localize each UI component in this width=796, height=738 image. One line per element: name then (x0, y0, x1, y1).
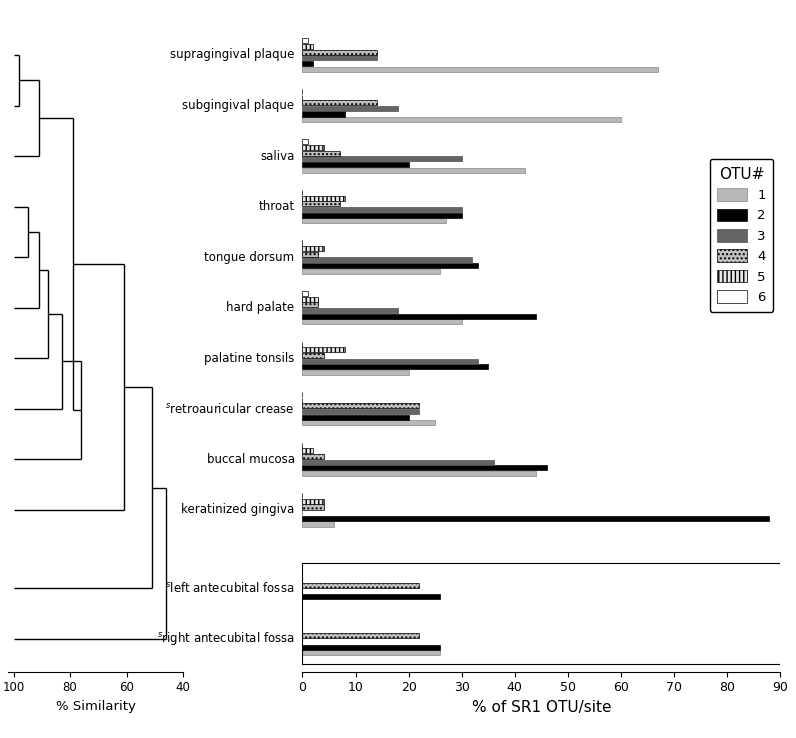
Text: $^s$retroauricular crease: $^s$retroauricular crease (165, 401, 295, 415)
Text: supragingival plaque: supragingival plaque (170, 49, 295, 61)
Bar (302, 409, 419, 414)
Bar (302, 415, 408, 420)
Bar (302, 320, 462, 325)
Bar (302, 347, 345, 352)
Text: $^s$left antecubital fossa: $^s$left antecubital fossa (165, 582, 295, 595)
Bar (302, 471, 536, 476)
Bar (302, 460, 494, 465)
Bar (302, 404, 419, 408)
Text: palatine tonsils: palatine tonsils (204, 352, 295, 365)
Bar (302, 55, 377, 61)
Bar (302, 303, 318, 308)
Bar (302, 465, 547, 470)
Bar (302, 162, 408, 167)
Bar (302, 297, 318, 302)
Bar (302, 252, 318, 257)
Bar (302, 61, 313, 66)
Bar (302, 196, 345, 201)
Bar (302, 207, 462, 212)
Text: subgingival plaque: subgingival plaque (182, 99, 295, 112)
Bar (302, 246, 324, 251)
Bar (302, 201, 340, 207)
Bar (302, 499, 324, 504)
Bar (302, 370, 408, 375)
Bar (302, 263, 478, 268)
Bar (302, 421, 435, 425)
Bar (302, 269, 440, 274)
Text: hard palate: hard palate (226, 301, 295, 314)
Bar (302, 139, 308, 145)
Bar (302, 448, 313, 453)
Bar (302, 106, 398, 111)
Bar (302, 522, 334, 526)
Bar (302, 516, 770, 521)
Bar (302, 218, 446, 224)
Bar (302, 100, 377, 106)
Bar (302, 66, 658, 72)
Bar (302, 258, 472, 263)
Bar (302, 49, 377, 55)
Bar (302, 454, 324, 459)
Bar (302, 111, 345, 117)
Bar (302, 594, 440, 599)
Bar (302, 44, 313, 49)
Bar (302, 213, 462, 218)
Text: $^s$right antecubital fossa: $^s$right antecubital fossa (157, 630, 295, 647)
Bar (302, 145, 324, 150)
Bar (302, 583, 419, 588)
Bar (302, 364, 488, 369)
Bar (302, 650, 440, 655)
Legend: 1, 2, 3, 4, 5, 6: 1, 2, 3, 4, 5, 6 (709, 159, 774, 312)
Bar (302, 151, 340, 156)
Bar (302, 353, 324, 358)
Text: saliva: saliva (260, 150, 295, 162)
Text: tongue dorsum: tongue dorsum (205, 251, 295, 263)
Bar (302, 505, 324, 509)
X-axis label: % of SR1 OTU/site: % of SR1 OTU/site (471, 700, 611, 715)
Bar (302, 308, 398, 313)
Bar (302, 633, 419, 638)
Bar (302, 291, 308, 296)
X-axis label: % Similarity: % Similarity (56, 700, 135, 713)
Text: buccal mucosa: buccal mucosa (206, 453, 295, 466)
Bar (302, 314, 536, 319)
Bar (302, 359, 478, 364)
Bar (302, 168, 525, 173)
Text: keratinized gingiva: keratinized gingiva (181, 503, 295, 517)
Bar (302, 38, 308, 44)
Bar (302, 156, 462, 162)
Bar (302, 117, 621, 123)
Text: throat: throat (259, 200, 295, 213)
Bar (302, 645, 440, 649)
